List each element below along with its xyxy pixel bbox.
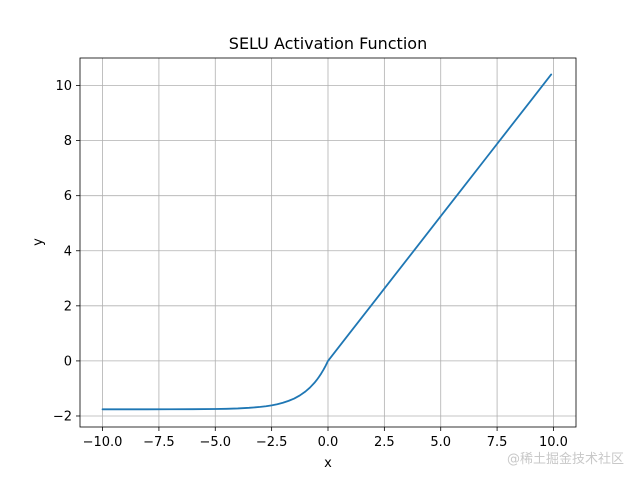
y-tick-label: 0 (64, 354, 72, 369)
x-tick-label: 7.5 (487, 435, 508, 450)
y-tick-label: −2 (53, 409, 72, 424)
x-tick-label: −10.0 (83, 435, 123, 450)
x-tick-label: 10.0 (539, 435, 568, 450)
y-axis-label: y (31, 238, 46, 246)
x-axis-label: x (324, 456, 332, 471)
y-tick-label: 4 (64, 244, 72, 259)
x-tick-label: −5.0 (199, 435, 231, 450)
x-tick-label: 5.0 (430, 435, 451, 450)
y-tick-label: 10 (55, 79, 72, 94)
ticks: −10.0 −7.5 −5.0 −2.5 0.0 2.5 5.0 7.5 10.0 −2 0 2 4 6 8… (53, 79, 568, 450)
x-tick-label: −2.5 (256, 435, 288, 450)
y-tick-label: 8 (64, 134, 72, 149)
y-tick-label: 2 (64, 299, 72, 314)
grid (80, 58, 576, 427)
selu-series-line (101, 73, 553, 411)
x-tick-label: 2.5 (374, 435, 395, 450)
series-layer (101, 73, 553, 411)
x-tick-label: 0.0 (318, 435, 339, 450)
watermark-text: @稀土掘金技术社区 (507, 451, 624, 467)
x-tick-label: −7.5 (143, 435, 175, 450)
chart-title: SELU Activation Function (229, 34, 427, 53)
y-tick-label: 6 (64, 189, 72, 204)
